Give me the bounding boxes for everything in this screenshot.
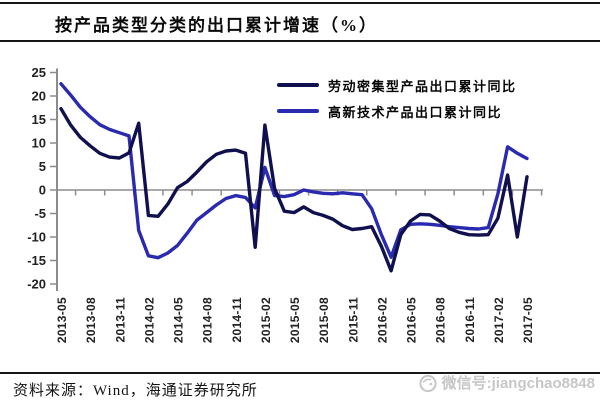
data-source-note: 资料来源：Wind，海通证券研究所 bbox=[13, 383, 258, 399]
wechat-smiley-icon bbox=[418, 373, 438, 393]
x-tick-label: 2013-08 bbox=[84, 297, 98, 343]
x-tick-label: 2013-11 bbox=[113, 297, 127, 343]
x-tick-label: 2016-11 bbox=[463, 297, 477, 343]
y-tick-label: 25 bbox=[32, 65, 46, 80]
y-tick-label: 10 bbox=[32, 136, 46, 151]
wechat-watermark-text: 微信号:jiangchao8848 bbox=[441, 375, 595, 392]
x-tick-label: 2015-08 bbox=[317, 297, 331, 343]
series-line-0 bbox=[59, 106, 529, 273]
legend-label-high-tech: 高新技术产品出口累计同比 bbox=[328, 104, 503, 120]
line-chart: 25 20 15 10 5 0 -5 -10 -15 -20 2013-05 2013-08 2013-… bbox=[27, 65, 543, 343]
x-tick-label: 2016-02 bbox=[375, 297, 389, 343]
top-border-line bbox=[0, 2, 600, 4]
y-tick-label: 5 bbox=[39, 159, 46, 174]
title-underline bbox=[0, 40, 600, 42]
x-tick-label: 2015-02 bbox=[259, 297, 273, 343]
y-tick-label: 15 bbox=[32, 112, 46, 127]
y-tick-label: 0 bbox=[39, 183, 46, 198]
x-tick-label: 2013-05 bbox=[55, 297, 69, 343]
y-tick-label: -20 bbox=[27, 277, 46, 292]
x-tick-label: 2015-05 bbox=[288, 297, 302, 343]
legend-label-labor-intensive: 劳动密集型产品出口累计同比 bbox=[328, 78, 517, 94]
x-tick-label: 2016-05 bbox=[405, 297, 419, 343]
x-tick-label: 2014-11 bbox=[230, 297, 244, 343]
y-tick-label: 20 bbox=[32, 89, 46, 104]
legend-line-swatch-navy bbox=[277, 83, 319, 87]
y-tick-label: -5 bbox=[34, 206, 46, 221]
x-tick-label: 2014-05 bbox=[172, 297, 186, 343]
x-tick-label: 2014-08 bbox=[201, 297, 215, 343]
x-tick-label: 2017-02 bbox=[492, 297, 506, 343]
chart-title: 按产品类型分类的出口累计增速（%） bbox=[55, 16, 378, 35]
legend-line-swatch-blue bbox=[277, 109, 319, 113]
legend-item-high-tech: 高新技术产品出口累计同比 bbox=[277, 98, 517, 124]
y-tick-label: -15 bbox=[27, 253, 46, 268]
y-tick-label: -10 bbox=[27, 230, 46, 245]
x-tick-label: 2015-11 bbox=[346, 297, 360, 343]
footer-border-line bbox=[0, 372, 600, 374]
x-tick-label: 2017-05 bbox=[521, 297, 535, 343]
x-tick-label: 2014-02 bbox=[142, 297, 156, 343]
legend-item-labor-intensive: 劳动密集型产品出口累计同比 bbox=[277, 72, 517, 98]
x-tick-label: 2016-08 bbox=[434, 297, 448, 343]
chart-legend: 劳动密集型产品出口累计同比 高新技术产品出口累计同比 bbox=[277, 72, 517, 124]
wechat-watermark: 微信号:jiangchao8848 bbox=[418, 372, 595, 393]
